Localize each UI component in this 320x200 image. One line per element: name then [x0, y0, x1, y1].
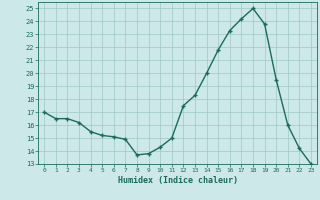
- X-axis label: Humidex (Indice chaleur): Humidex (Indice chaleur): [118, 176, 238, 185]
